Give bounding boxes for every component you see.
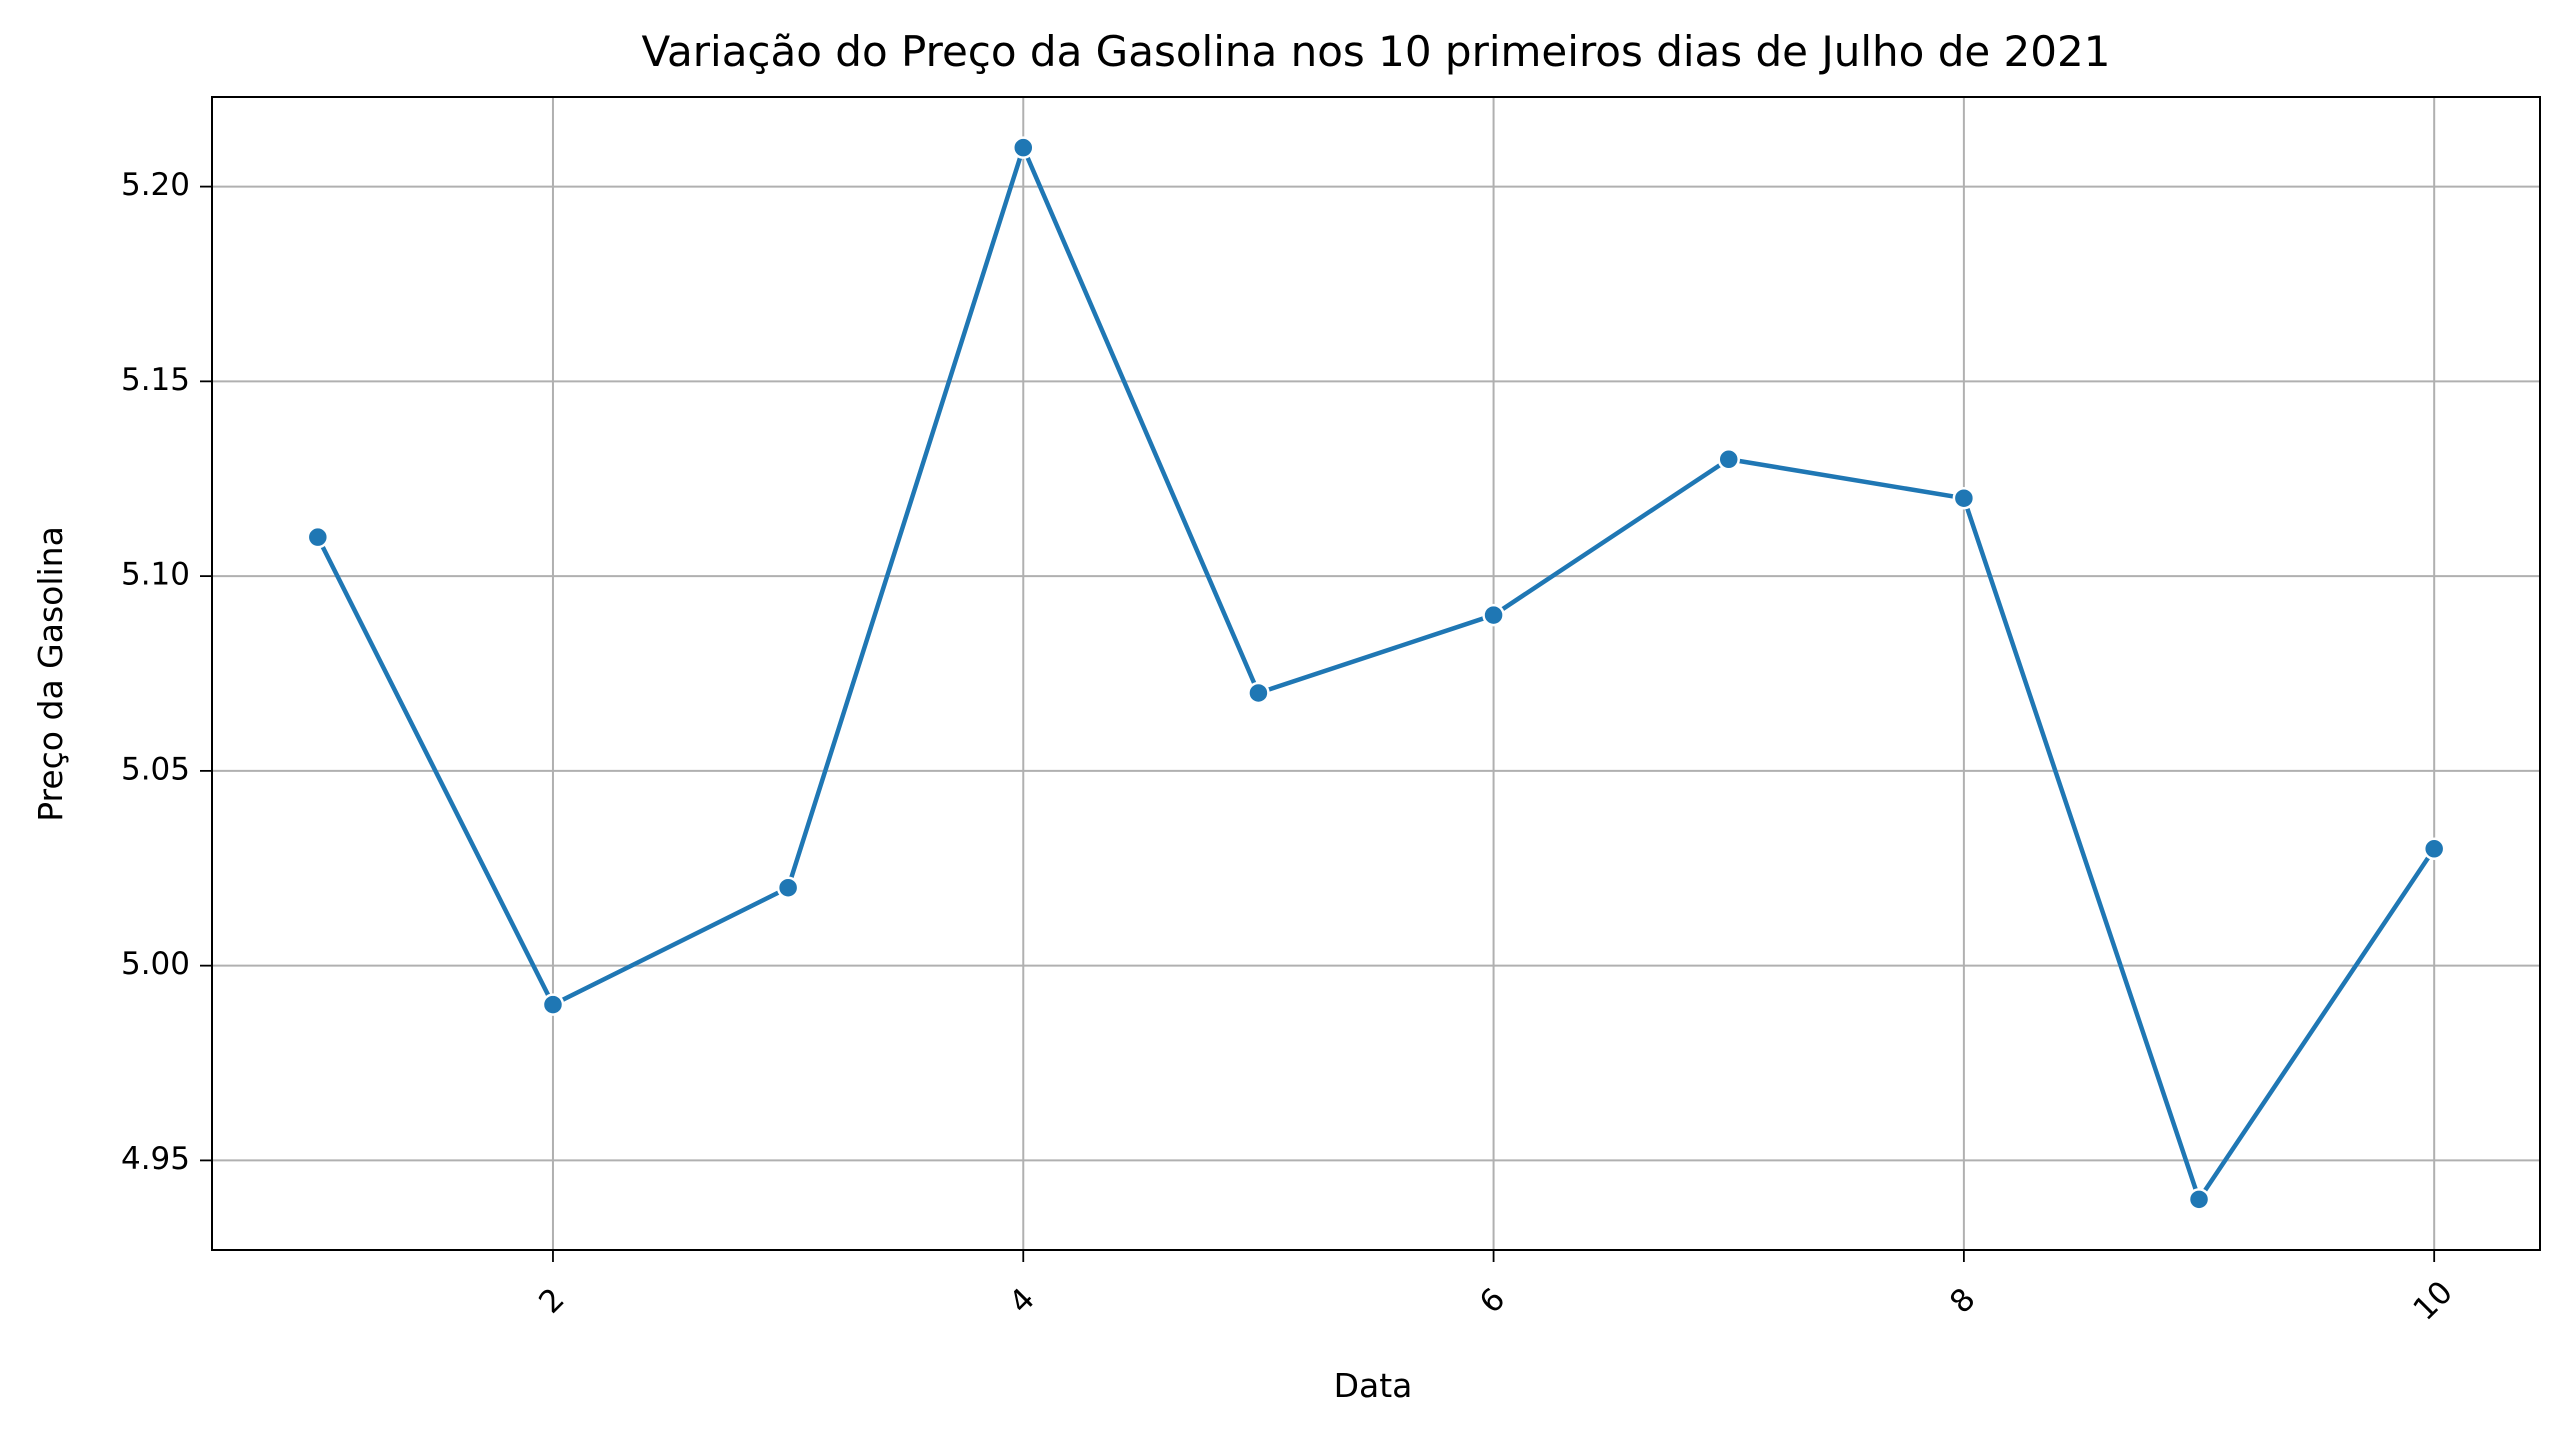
y-axis-label: Preço da Gasolina	[31, 526, 70, 822]
x-tick-label: 8	[1943, 1281, 1982, 1320]
series-line	[315, 145, 2437, 1202]
data-point	[1012, 136, 1035, 159]
data-point	[776, 876, 800, 899]
x-tick-label: 6	[1473, 1281, 1512, 1320]
y-tick-label: 5.20	[121, 167, 190, 203]
x-axis-label: Data	[1334, 1366, 1413, 1405]
y-tick-label: 5.15	[121, 362, 190, 398]
y-tick-label: 4.95	[121, 1141, 190, 1177]
series-layer	[306, 136, 2446, 1211]
data-point	[1482, 603, 1505, 627]
gridlines	[212, 97, 2540, 1250]
y-tick-label: 5.10	[121, 557, 190, 593]
axis-ticks: 2 4 6 8 10 4.95 5.00 5.05 5.10 5.15 5.20	[121, 167, 2460, 1328]
x-tick-label: 4	[1003, 1281, 1042, 1320]
data-point	[1717, 448, 1740, 471]
data-point	[1247, 681, 1270, 705]
data-point	[306, 525, 330, 549]
y-tick-label: 5.05	[121, 751, 190, 787]
data-point	[2422, 837, 2446, 861]
plot-frame	[211, 96, 2541, 1251]
x-tick-label: 2	[532, 1281, 571, 1320]
x-tick-label: 10	[2406, 1274, 2459, 1327]
y-tick-label: 5.00	[121, 946, 190, 982]
chart-title: Variação do Preço da Gasolina nos 10 pri…	[642, 27, 2111, 76]
data-point	[2187, 1188, 2211, 1211]
data-point	[541, 993, 565, 1016]
data-point	[1952, 486, 1976, 510]
